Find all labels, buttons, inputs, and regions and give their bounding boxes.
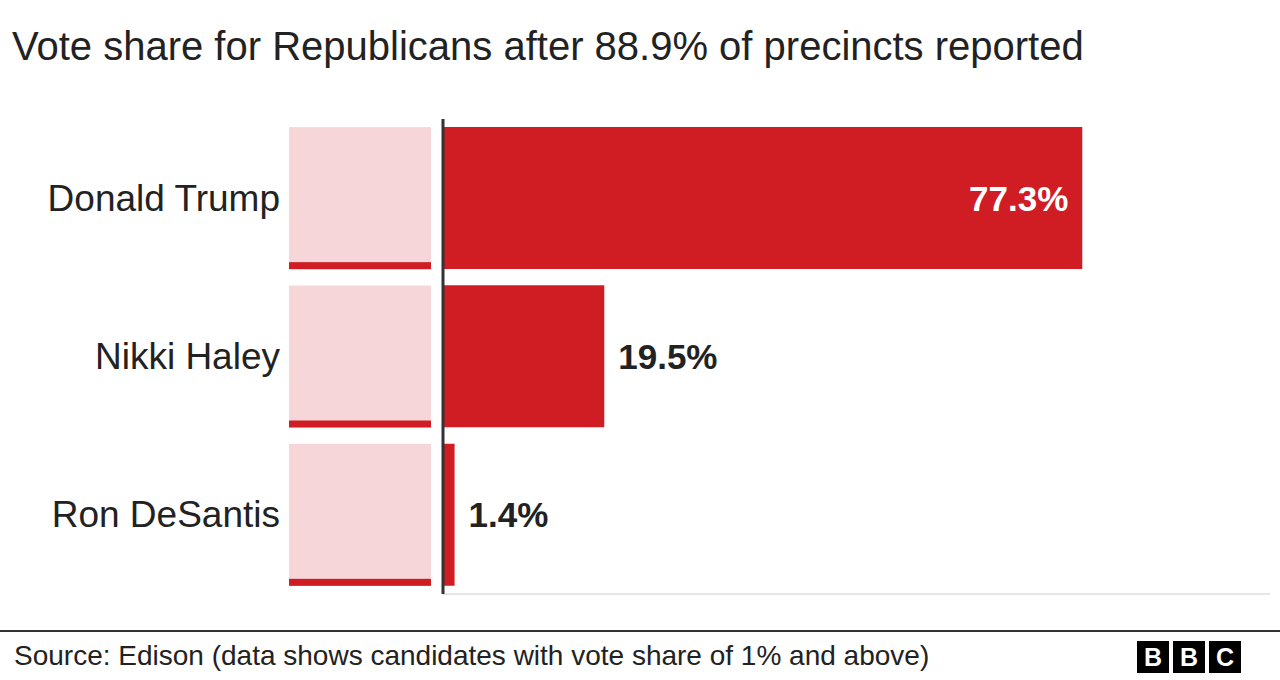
html-text:Vote share for Republicans aft: Vote share for Republicans after 88.9% o…	[12, 24, 1084, 68]
svg-text:77.3%: 77.3%	[969, 179, 1068, 218]
svg-text:Donald Trump: Donald Trump	[48, 178, 280, 219]
svg-text:19.5%: 19.5%	[618, 337, 717, 376]
html-text:B: B	[1144, 642, 1162, 671]
svg-text:Nikki Haley: Nikki Haley	[95, 336, 281, 377]
html-text:Source: Edison (data shows can: Source: Edison (data shows candidates wi…	[14, 640, 930, 671]
html-text:C: C	[1216, 642, 1234, 671]
svg-text:Ron DeSantis: Ron DeSantis	[52, 494, 280, 535]
svg-text:1.4%: 1.4%	[469, 495, 549, 534]
html-text:B: B	[1180, 642, 1198, 671]
